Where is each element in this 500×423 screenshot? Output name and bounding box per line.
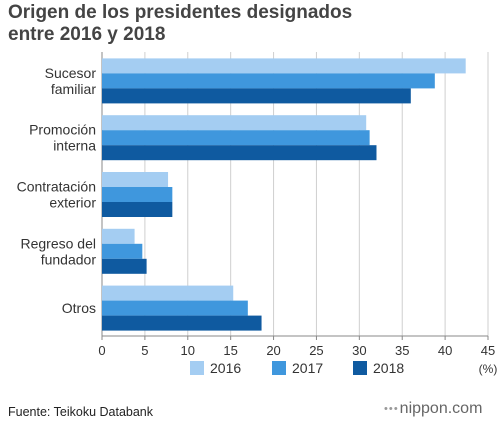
x-tick-label: 0 — [98, 343, 105, 358]
x-tick-label: 40 — [438, 343, 452, 358]
legend-label-2018: 2018 — [373, 360, 404, 376]
category-label: fundador — [41, 251, 97, 267]
x-tick-label: 10 — [181, 343, 195, 358]
bar-2016 — [102, 228, 135, 244]
x-tick-label: 30 — [352, 343, 366, 358]
logo-dots-icon: • • • — [384, 403, 398, 415]
logo-text: nippon.com — [399, 400, 483, 417]
bar-2017 — [102, 243, 143, 259]
category-label: interna — [53, 138, 96, 154]
bar-2017 — [102, 73, 435, 89]
bar-2018 — [102, 145, 377, 161]
legend-swatch-2018 — [353, 361, 367, 375]
bar-2016 — [102, 172, 169, 187]
legend-label-2017: 2017 — [292, 360, 323, 376]
category-label: Contratación — [17, 179, 96, 195]
category-label: Sucesor — [45, 65, 97, 81]
category-label: exterior — [49, 195, 96, 211]
bar-2018 — [102, 315, 262, 331]
category-label: Promoción — [29, 122, 96, 138]
x-tick-label: 35 — [395, 343, 409, 358]
x-tick-label: 5 — [141, 343, 148, 358]
chart-title-line-1: Origen de los presidentes designados — [8, 2, 353, 23]
legend-label-2016: 2016 — [210, 360, 241, 376]
bar-2017 — [102, 300, 248, 316]
bar-2016 — [102, 58, 466, 74]
legend-swatch-2016 — [190, 361, 204, 375]
bar-2018 — [102, 258, 147, 274]
source-note: Fuente: Teikoku Databank — [8, 405, 154, 419]
bar-2017 — [102, 187, 173, 202]
x-tick-label: 45 — [481, 343, 495, 358]
bar-2018 — [102, 202, 173, 217]
bar-2018 — [102, 88, 411, 104]
x-unit-label: (%) — [479, 362, 498, 376]
x-tick-label: 15 — [223, 343, 237, 358]
nippon-logo: • • • nippon.com — [384, 400, 482, 418]
category-label: Regreso del — [21, 235, 97, 251]
x-tick-label: 20 — [266, 343, 280, 358]
x-tick-label: 25 — [309, 343, 323, 358]
chart-title: Origen de los presidentes designados ent… — [8, 2, 352, 46]
bar-2016 — [102, 115, 367, 131]
legend-swatch-2017 — [272, 361, 286, 375]
category-label: familiar — [51, 81, 96, 97]
bar-2016 — [102, 285, 234, 301]
category-label: Otros — [62, 300, 96, 316]
bar-2017 — [102, 130, 370, 146]
chart-title-line-2: entre 2016 y 2018 — [8, 24, 166, 45]
